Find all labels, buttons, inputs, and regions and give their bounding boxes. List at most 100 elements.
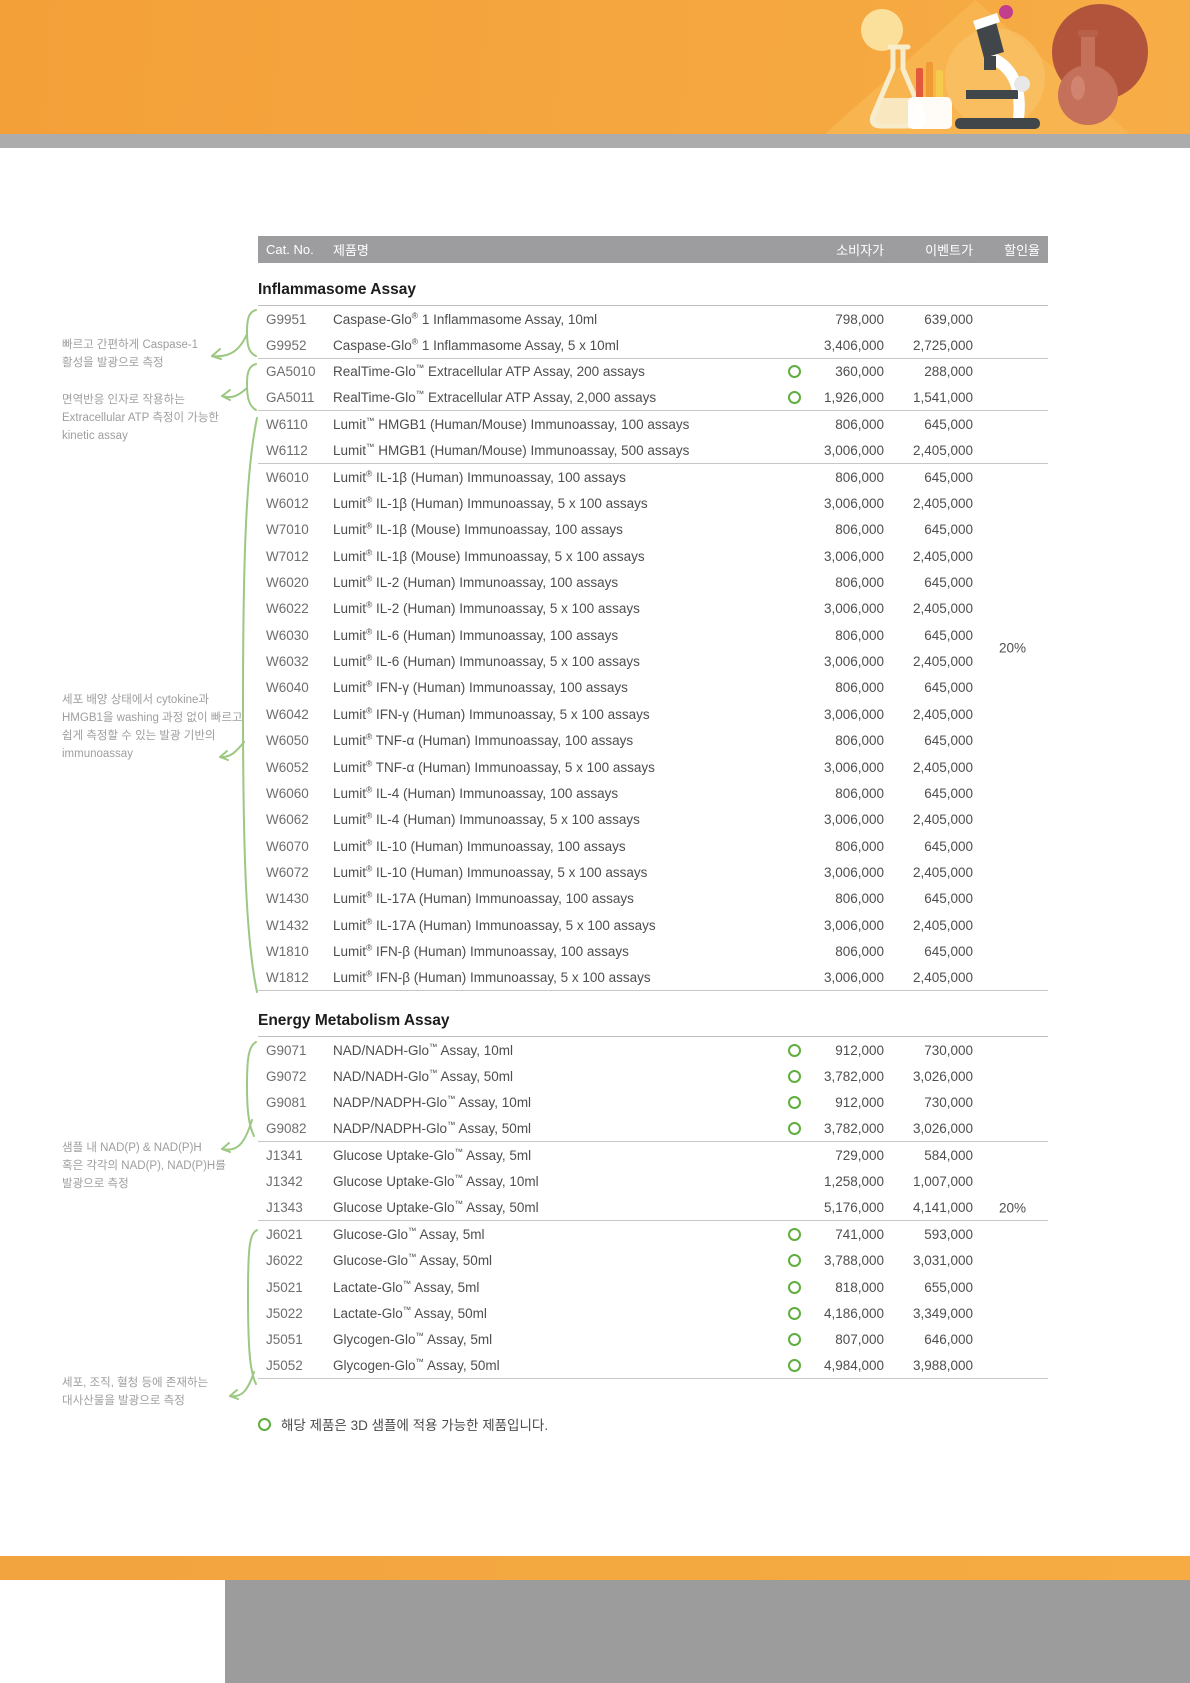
event-price-cell: 2,725,000: [912, 337, 973, 353]
consumer-price-value: 3,006,000: [823, 601, 884, 617]
consumer-price-cell: 806,000: [782, 944, 884, 959]
product-name-cell: Lumit™ HMGB1 (Human/Mouse) Immunoassay, …: [333, 415, 690, 433]
table-row: W6042 Lumit® IFN-γ (Human) Immunoassay, …: [258, 701, 1048, 727]
catalog-number-cell: W7012: [266, 548, 309, 564]
consumer-price-value: 4,984,000: [823, 1358, 884, 1374]
consumer-price-cell: 806,000: [782, 628, 884, 643]
product-name-cell: Lumit® IL-6 (Human) Immunoassay, 5 x 100…: [333, 652, 640, 670]
consumer-price-cell: 806,000: [782, 680, 884, 695]
catalog-number-cell: W6022: [266, 601, 309, 617]
consumer-price-cell: 818,000: [782, 1280, 884, 1295]
catalog-number-cell: J5021: [266, 1279, 303, 1295]
consumer-price-value: 3,006,000: [823, 654, 884, 670]
product-name-cell: Glucose Uptake-Glo™ Assay, 50ml: [333, 1198, 539, 1216]
table-row: GA5011 RealTime-Glo™ Extracellular ATP A…: [258, 385, 1048, 412]
test-tube-rack-icon: [908, 62, 952, 129]
3d-sample-marker-icon: [788, 365, 801, 379]
consumer-price-cell: 3,006,000: [782, 812, 884, 827]
table-row: W1812 Lumit® IFN-β (Human) Immunoassay, …: [258, 965, 1048, 991]
col-header-discount: 할인율: [1004, 243, 1040, 258]
table-row: W6050 Lumit® TNF-α (Human) Immunoassay, …: [258, 728, 1048, 754]
product-name-cell: Lumit® IL-2 (Human) Immunoassay, 5 x 100…: [333, 599, 640, 617]
consumer-price-cell: 360,000: [782, 364, 884, 379]
catalog-number-cell: W6112: [266, 442, 308, 458]
consumer-price-cell: 3,006,000: [782, 549, 884, 564]
catalog-number-cell: W7010: [266, 522, 309, 538]
table-row: W6052 Lumit® TNF-α (Human) Immunoassay, …: [258, 754, 1048, 780]
product-name-cell: NAD/NADH-Glo™ Assay, 10ml: [333, 1041, 514, 1058]
consumer-price-value: 806,000: [835, 943, 884, 959]
table-row: J1343 Glucose Uptake-Glo™ Assay, 50ml 5,…: [258, 1195, 1048, 1222]
product-name-cell: Glycogen-Glo™ Assay, 5ml: [333, 1330, 493, 1348]
consumer-price-value: 806,000: [835, 891, 884, 907]
product-name-cell: NAD/NADH-Glo™ Assay, 50ml: [333, 1067, 514, 1084]
table-row: G9071 NAD/NADH-Glo™ Assay, 10ml 912,000 …: [258, 1037, 1048, 1063]
consumer-price-cell: 3,782,000: [782, 1069, 884, 1084]
consumer-price-value: 3,006,000: [823, 496, 884, 512]
consumer-price-value: 806,000: [835, 469, 884, 485]
product-name-cell: Lumit® IL-17A (Human) Immunoassay, 5 x 1…: [333, 916, 656, 933]
3d-sample-marker-icon: [788, 1043, 801, 1057]
table-row: G9081 NADP/NADPH-Glo™ Assay, 10ml 912,00…: [258, 1090, 1048, 1116]
consumer-price-cell: 3,006,000: [782, 443, 884, 458]
consumer-price-cell: 806,000: [782, 839, 884, 854]
consumer-price-value: 3,006,000: [823, 917, 884, 933]
consumer-price-value: 3,006,000: [823, 548, 884, 564]
table-row: W1810 Lumit® IFN-β (Human) Immunoassay, …: [258, 938, 1048, 964]
consumer-price-cell: 5,176,000: [782, 1200, 884, 1215]
consumer-price-cell: 3,006,000: [782, 496, 884, 511]
catalog-number-cell: G9081: [266, 1095, 307, 1111]
glow-circle: [861, 9, 903, 51]
product-name-cell: Lumit® IL-1β (Mouse) Immunoassay, 100 as…: [333, 520, 623, 538]
product-name-cell: Lumit® IL-1β (Human) Immunoassay, 100 as…: [333, 468, 626, 485]
event-price-cell: 1,007,000: [912, 1174, 973, 1190]
event-price-cell: 3,988,000: [912, 1358, 973, 1374]
consumer-price-cell: 3,006,000: [782, 601, 884, 616]
catalog-number-cell: J5022: [266, 1306, 303, 1322]
table-row: J1341 Glucose Uptake-Glo™ Assay, 5ml 729…: [258, 1142, 1048, 1168]
product-name-cell: Lumit® IL-10 (Human) Immunoassay, 100 as…: [333, 837, 626, 854]
event-price-cell: 593,000: [924, 1227, 973, 1243]
event-price-cell: 645,000: [924, 733, 973, 749]
consumer-price-value: 1,926,000: [823, 390, 884, 406]
section-energy-metabolism-assay: Energy Metabolism Assay G9071 NAD/NADH-G…: [258, 1004, 1048, 1380]
consumer-price-cell: 806,000: [782, 417, 884, 432]
table-row: W6062 Lumit® IL-4 (Human) Immunoassay, 5…: [258, 807, 1048, 833]
table-row: J5052 Glycogen-Glo™ Assay, 50ml 4,984,00…: [258, 1353, 1048, 1380]
product-name-cell: Lumit® TNF-α (Human) Immunoassay, 100 as…: [333, 731, 634, 749]
3d-sample-marker-icon: [788, 1228, 801, 1242]
catalog-number-cell: GA5010: [266, 364, 316, 380]
consumer-price-cell: 3,006,000: [782, 760, 884, 775]
event-price-cell: 645,000: [924, 575, 973, 591]
annotation-nad: 샘플 내 NAD(P) & NAD(P)H 혹은 각각의 NAD(P), NAD…: [62, 1142, 226, 1190]
3d-sample-marker-icon: [788, 1254, 801, 1268]
event-price-cell: 639,000: [924, 311, 973, 327]
consumer-price-cell: 912,000: [782, 1095, 884, 1110]
annotation-immunoassay: 세포 배양 상태에서 cytokine과 HMGB1을 washing 과정 없…: [62, 694, 243, 760]
catalog-number-cell: J1343: [266, 1200, 303, 1216]
3d-sample-marker-icon: [788, 1122, 801, 1136]
table-row: W6020 Lumit® IL-2 (Human) Immunoassay, 1…: [258, 569, 1048, 595]
product-name-cell: RealTime-Glo™ Extracellular ATP Assay, 2…: [333, 362, 645, 380]
footnote-text: 해당 제품은 3D 샘플에 적용 가능한 제품입니다.: [281, 1418, 549, 1433]
table-row: J5021 Lactate-Glo™ Assay, 5ml 818,000 65…: [258, 1274, 1048, 1300]
annotation-caspase: 빠르고 간편하게 Caspase-1 활성을 발광으로 측정: [62, 339, 199, 369]
catalog-number-cell: G9082: [266, 1121, 307, 1137]
consumer-price-value: 729,000: [835, 1147, 884, 1163]
bottom-gray-block: [225, 1580, 1190, 1683]
consumer-price-cell: 806,000: [782, 786, 884, 801]
annotation-metabolite: 세포, 조직, 혈청 등에 존재하는 대사산물을 발광으로 측정: [62, 1377, 209, 1407]
round-bottom-flask-icon: [1052, 4, 1148, 125]
consumer-price-value: 806,000: [835, 627, 884, 643]
catalog-number-cell: W6062: [266, 812, 309, 828]
col-header-cat-no: Cat. No.: [266, 242, 314, 257]
event-price-cell: 730,000: [924, 1042, 973, 1058]
event-price-cell: 3,026,000: [912, 1068, 973, 1084]
product-name-cell: Lactate-Glo™ Assay, 50ml: [333, 1304, 487, 1322]
table-row: W6012 Lumit® IL-1β (Human) Immunoassay, …: [258, 490, 1048, 516]
consumer-price-value: 3,006,000: [823, 969, 884, 985]
event-price-cell: 655,000: [924, 1279, 973, 1295]
catalog-number-cell: J6022: [266, 1253, 303, 1269]
event-price-cell: 2,405,000: [912, 654, 973, 670]
product-name-cell: Lumit® TNF-α (Human) Immunoassay, 5 x 10…: [333, 758, 655, 775]
